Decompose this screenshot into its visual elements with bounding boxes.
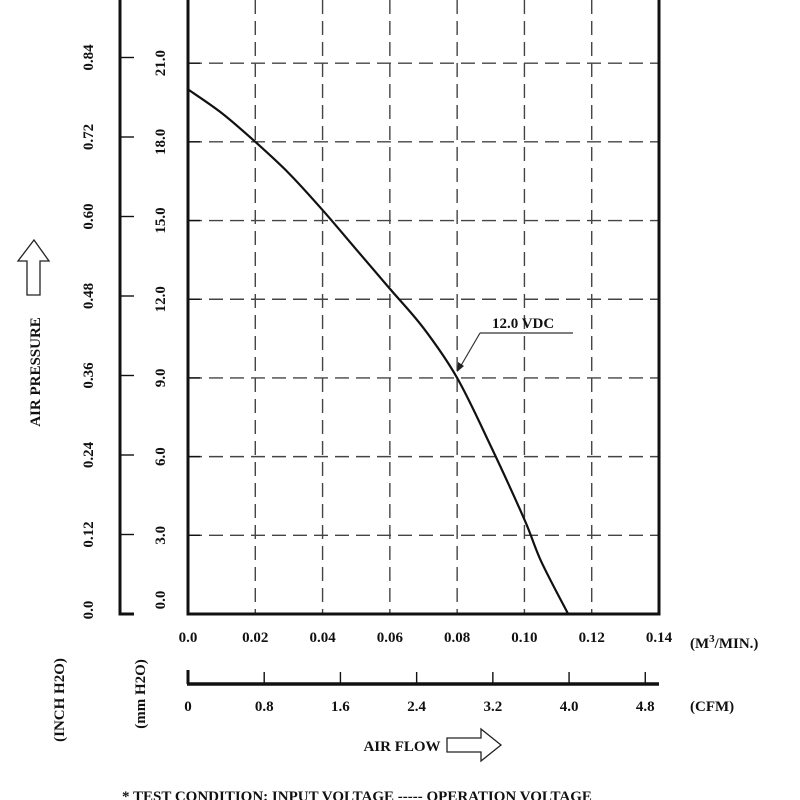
y-unit-inch: (INCH H2O) <box>52 658 68 742</box>
axes <box>118 0 661 686</box>
x-axis-title: AIR FLOW <box>363 739 440 755</box>
arrow-up-icon <box>16 238 51 296</box>
mm-tick-label: 6.0 <box>153 447 169 466</box>
series <box>187 88 570 615</box>
arrow-right-icon <box>446 727 503 763</box>
cfm-tick-label: 4.8 <box>636 699 655 715</box>
mm-tick-label: 15.0 <box>153 207 169 233</box>
x-axis-title-group: AIR FLOW <box>363 727 503 763</box>
annotation-arrowhead <box>457 362 464 372</box>
footnote: * TEST CONDITION: INPUT VOLTAGE ----- OP… <box>122 789 592 800</box>
x-tick-label: 0.06 <box>377 630 404 646</box>
inch-tick-label: 0.72 <box>81 124 97 150</box>
annotation-12vdc: 12.0 VDC <box>457 316 573 372</box>
cfm-tick-label: 2.4 <box>407 699 426 715</box>
inch-tick-label: 0.60 <box>81 203 97 229</box>
x-unit-cfm: (CFM) <box>690 699 734 715</box>
cfm-tick-label: 0 <box>184 699 192 715</box>
x-tick-label: 0.04 <box>309 630 336 646</box>
y-axis-title: AIR PRESSURE <box>28 317 44 427</box>
inch-tick-label: 0.0 <box>81 601 97 620</box>
inch-tick-label: 0.84 <box>81 44 97 71</box>
mm-tick-label: 0.0 <box>153 591 169 610</box>
tick-labels: 0.00.120.240.360.480.600.720.840.960.03.… <box>81 44 673 715</box>
y-unit-mm: (mm H2O) <box>133 659 149 729</box>
series-line-12vdc <box>187 88 570 615</box>
x-tick-label: 0.12 <box>579 630 605 646</box>
inch-tick-label: 0.12 <box>81 521 97 547</box>
grid <box>188 0 659 614</box>
annotation-label: 12.0 VDC <box>492 316 554 332</box>
cfm-tick-label: 4.0 <box>560 699 579 715</box>
mm-tick-label: 21.0 <box>153 50 169 76</box>
x-unit-m3min: (M3/MIN.) <box>690 633 758 652</box>
mm-tick-label: 12.0 <box>153 286 169 312</box>
x-tick-label: 0.10 <box>511 630 537 646</box>
x-tick-label: 0.08 <box>444 630 470 646</box>
inch-tick-label: 0.36 <box>81 362 97 389</box>
x-tick-label: 0.02 <box>242 630 268 646</box>
cfm-tick-label: 1.6 <box>331 699 350 715</box>
mm-tick-label: 3.0 <box>153 526 169 545</box>
mm-tick-label: 9.0 <box>153 369 169 388</box>
mm-tick-label: 18.0 <box>153 129 169 155</box>
cfm-tick-label: 3.2 <box>483 699 502 715</box>
x-tick-label: 0.0 <box>179 630 198 646</box>
cfm-tick-label: 0.8 <box>255 699 274 715</box>
y-axis-title-group: AIR PRESSURE <box>16 238 51 427</box>
inch-tick-label: 0.48 <box>81 283 97 309</box>
x-tick-label: 0.14 <box>646 630 673 646</box>
annotation-leader <box>458 332 481 370</box>
inch-tick-label: 0.24 <box>81 441 97 468</box>
